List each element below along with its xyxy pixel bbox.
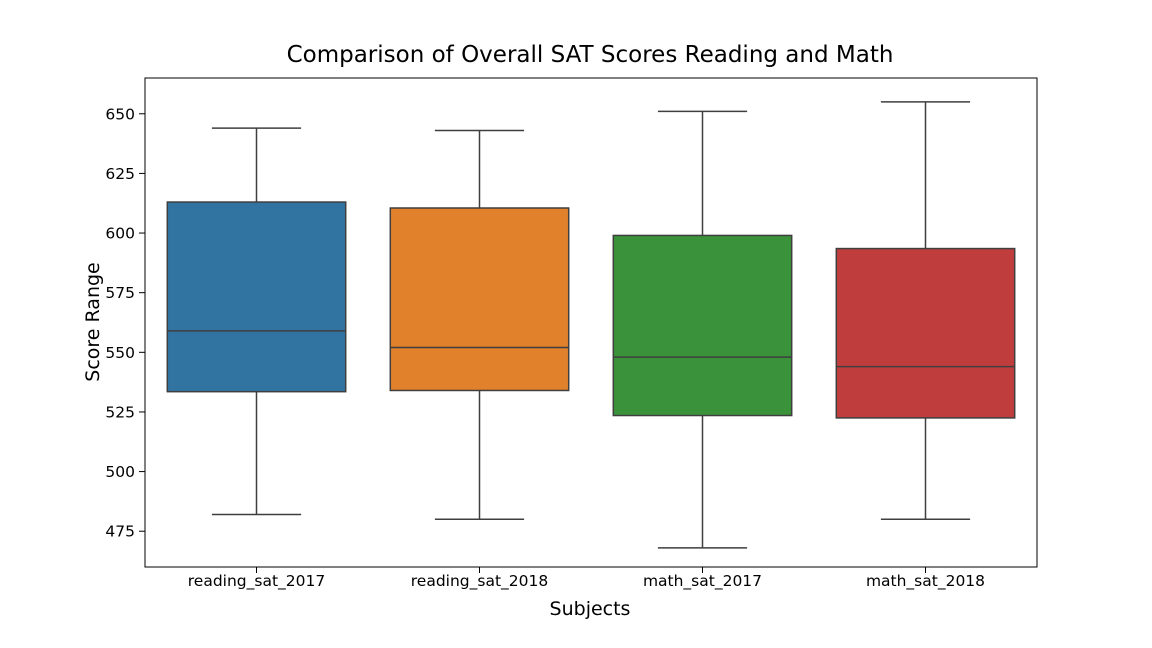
x-axis-label: Subjects [550, 598, 631, 620]
plot-area: 475 500 525 550 575 600 625 650 reading_sat_2017… [105, 77, 1038, 591]
y-tick-label: 625 [105, 165, 135, 183]
y-tick-label: 475 [105, 523, 135, 541]
y-axis-label: Score Range [82, 262, 104, 381]
y-tick-label: 650 [105, 105, 135, 123]
box-math_sat_2017 [612, 234, 793, 417]
y-tick-label: 600 [105, 225, 135, 243]
plot-frame [144, 77, 1038, 568]
x-tick-label: math_sat_2018 [866, 572, 985, 591]
box-math_sat_2018 [835, 247, 1016, 419]
box-reading_sat_2018 [389, 207, 570, 392]
x-tick-label: reading_sat_2017 [188, 572, 325, 591]
y-tick-label: 500 [105, 463, 135, 481]
y-tick-label: 525 [105, 403, 135, 421]
x-tick-label: math_sat_2017 [643, 572, 762, 591]
box-reading_sat_2017 [166, 201, 347, 393]
chart-title: Comparison of Overall SAT Scores Reading… [287, 42, 894, 68]
x-tick-label: reading_sat_2018 [411, 572, 548, 591]
y-tick-label: 550 [105, 344, 135, 362]
y-tick-label: 575 [105, 284, 135, 302]
